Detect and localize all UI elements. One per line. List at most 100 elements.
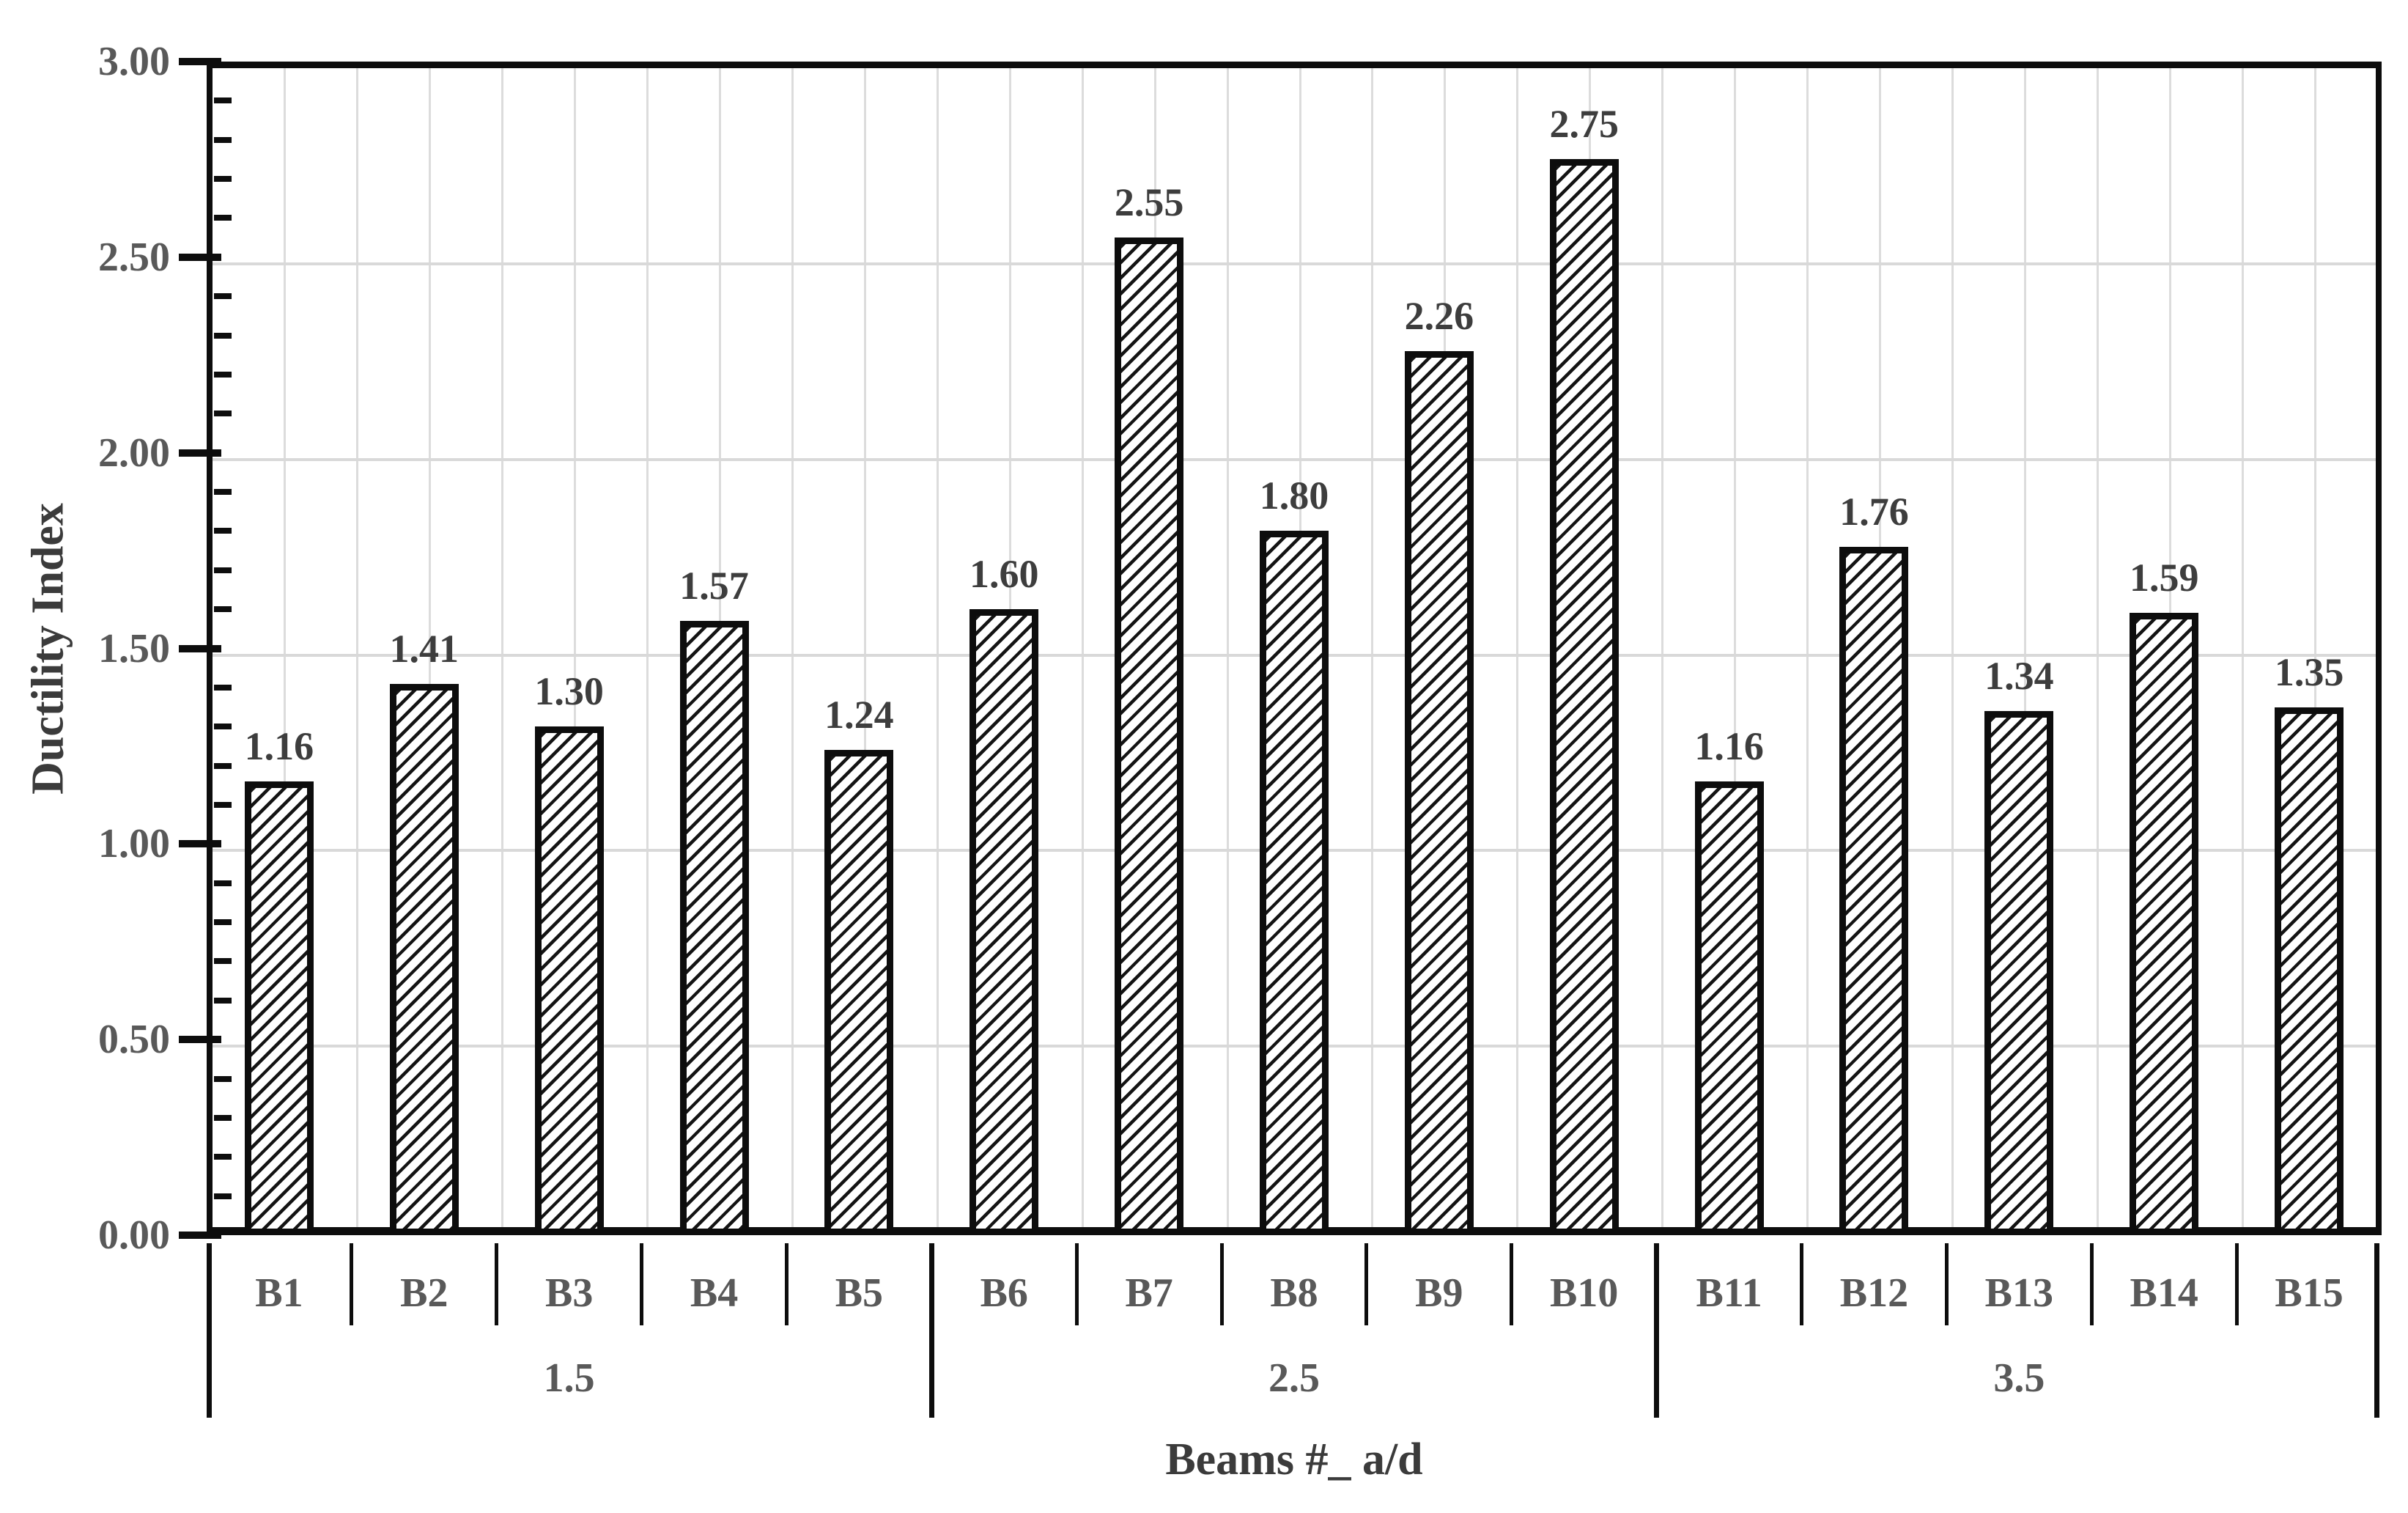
y-axis-tick-label: 2.00 xyxy=(98,430,170,476)
y-axis-tick-label: 1.50 xyxy=(98,625,170,671)
y-axis-major-tick xyxy=(179,644,221,652)
bar-B8 xyxy=(1260,531,1329,1235)
bar-B5 xyxy=(824,750,894,1235)
x-group-label-2.5: 2.5 xyxy=(1268,1355,1320,1401)
horizontal-gridline xyxy=(213,457,2376,461)
bar-B7 xyxy=(1115,238,1184,1235)
x-category-label-B11: B11 xyxy=(1696,1270,1762,1316)
vertical-gridline xyxy=(1734,68,1737,1227)
data-label-B2: 1.41 xyxy=(389,627,459,671)
y-axis-tick-label: 1.00 xyxy=(98,821,170,867)
category-separator xyxy=(784,1243,788,1325)
bar-B1 xyxy=(244,781,314,1235)
y-axis-major-tick xyxy=(179,840,221,848)
x-category-label-B8: B8 xyxy=(1270,1270,1318,1316)
bar-B4 xyxy=(679,621,749,1235)
y-axis-minor-tick xyxy=(214,762,232,769)
data-label-B1: 1.16 xyxy=(244,724,314,768)
y-axis-minor-tick xyxy=(214,332,232,339)
bar-B14 xyxy=(2130,613,2199,1235)
data-label-B7: 2.55 xyxy=(1114,180,1184,224)
x-group-label-3.5: 3.5 xyxy=(1993,1355,2045,1401)
y-axis-minor-tick xyxy=(214,1154,232,1160)
vertical-gridline xyxy=(1371,68,1374,1227)
x-group-label-1.5: 1.5 xyxy=(543,1355,595,1401)
category-separator xyxy=(495,1243,499,1325)
bar-B13 xyxy=(1984,711,2054,1235)
y-axis-minor-tick xyxy=(214,880,232,886)
vertical-gridline xyxy=(646,68,649,1227)
vertical-gridline xyxy=(1081,68,1084,1227)
data-label-B14: 1.59 xyxy=(2129,556,2199,600)
y-axis-minor-tick xyxy=(214,997,232,1004)
vertical-gridline xyxy=(863,68,866,1227)
y-axis-minor-tick xyxy=(214,801,232,808)
bar-B6 xyxy=(970,609,1039,1235)
data-label-B4: 1.57 xyxy=(679,564,749,608)
vertical-gridline xyxy=(356,68,359,1227)
y-axis-major-tick xyxy=(179,1036,221,1044)
vertical-gridline xyxy=(574,68,577,1227)
category-separator xyxy=(640,1243,644,1325)
data-label-B6: 1.60 xyxy=(970,552,1039,596)
category-separator xyxy=(1510,1243,1514,1325)
group-separator xyxy=(1654,1243,1660,1418)
vertical-gridline xyxy=(1806,68,1809,1227)
y-axis-minor-tick xyxy=(214,411,232,417)
x-category-label-B3: B3 xyxy=(544,1270,594,1316)
category-separator xyxy=(1074,1243,1079,1325)
y-axis-tick-label: 3.00 xyxy=(98,39,170,84)
vertical-gridline xyxy=(429,68,432,1227)
data-label-B12: 1.76 xyxy=(1839,490,1909,534)
vertical-gridline xyxy=(1516,68,1519,1227)
y-axis-major-tick xyxy=(179,58,221,65)
bar-B10 xyxy=(1549,159,1619,1235)
y-axis-minor-tick xyxy=(214,528,232,534)
data-label-B8: 1.80 xyxy=(1259,474,1329,518)
vertical-gridline xyxy=(2241,68,2244,1227)
group-separator xyxy=(2374,1243,2379,1418)
y-axis-minor-tick xyxy=(214,489,232,496)
category-separator xyxy=(2089,1243,2094,1325)
y-axis-major-tick xyxy=(179,253,221,261)
y-axis-minor-tick xyxy=(214,1114,232,1121)
x-category-label-B14: B14 xyxy=(2130,1270,2198,1316)
bar-B2 xyxy=(389,684,459,1235)
y-axis-minor-tick xyxy=(214,567,232,573)
vertical-gridline xyxy=(2313,68,2316,1227)
y-axis-tick-label: 2.50 xyxy=(98,234,170,280)
vertical-gridline xyxy=(284,68,287,1227)
vertical-gridline xyxy=(2023,68,2026,1227)
bar-B15 xyxy=(2275,707,2344,1235)
data-label-B11: 1.16 xyxy=(1694,724,1764,768)
data-label-B15: 1.35 xyxy=(2274,650,2344,694)
vertical-gridline xyxy=(501,68,504,1227)
y-axis-minor-tick xyxy=(214,724,232,730)
bar-B11 xyxy=(1694,781,1764,1235)
group-separator xyxy=(928,1243,934,1418)
vertical-gridline xyxy=(936,68,939,1227)
y-axis-tick-label: 0.00 xyxy=(98,1212,170,1258)
vertical-gridline xyxy=(1226,68,1229,1227)
category-separator xyxy=(1944,1243,1949,1325)
x-category-label-B15: B15 xyxy=(2275,1270,2344,1316)
data-label-B9: 2.26 xyxy=(1404,294,1474,338)
y-axis-minor-tick xyxy=(214,371,232,378)
x-category-label-B1: B1 xyxy=(255,1270,303,1316)
vertical-gridline xyxy=(791,68,794,1227)
y-axis-minor-tick xyxy=(214,293,232,300)
y-axis-major-tick xyxy=(179,1232,221,1239)
y-axis-minor-tick xyxy=(214,958,232,965)
x-category-label-B13: B13 xyxy=(1984,1270,2053,1316)
y-axis-minor-tick xyxy=(214,606,232,613)
y-axis-major-tick xyxy=(179,449,221,457)
bar-B12 xyxy=(1839,547,1909,1235)
y-axis-minor-tick xyxy=(214,684,232,691)
x-axis-title: Beams #_ a/d xyxy=(1165,1435,1423,1484)
data-label-B3: 1.30 xyxy=(534,669,604,713)
data-label-B10: 2.75 xyxy=(1549,102,1619,146)
x-category-label-B5: B5 xyxy=(835,1270,884,1316)
y-axis-minor-tick xyxy=(214,136,232,143)
y-axis-minor-tick xyxy=(214,97,232,104)
